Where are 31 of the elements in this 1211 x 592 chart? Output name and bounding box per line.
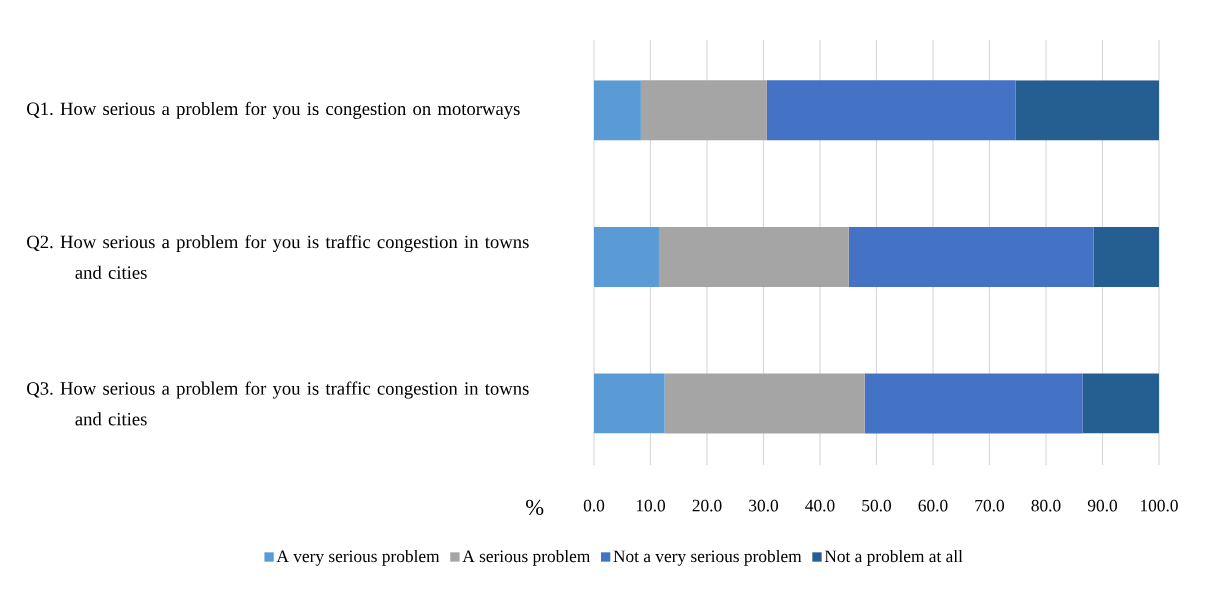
x-tick-label: 10.0: [636, 499, 666, 512]
x-tick-label: 80.0: [1031, 499, 1061, 512]
x-tick-label: 30.0: [749, 499, 779, 512]
bar: [766, 80, 1016, 141]
x-tick-label: 50.0: [862, 499, 891, 512]
bar: [594, 80, 641, 141]
bar: [664, 373, 865, 434]
legend-label: A serious problem: [462, 549, 591, 566]
x-tick-label: 60.0: [918, 499, 948, 512]
bar: [1015, 80, 1159, 141]
x-tick-label: 100.0: [1141, 499, 1178, 512]
legend-label: Not a problem at all: [824, 549, 963, 566]
x-tick-label: 20.0: [692, 499, 722, 512]
x-axis-title: %: [526, 499, 544, 516]
legend-label: Not a very serious problem: [613, 549, 802, 566]
y-tick-label: Q1. How serious a problem for you is congestion on motorways: [27, 101, 520, 119]
bar: [594, 226, 659, 287]
y-tick-label: Q2. How serious a problem for you is traffic congestion in towns and cities: [27, 234, 529, 279]
legend-label: A very serious problem: [276, 549, 440, 566]
x-tick-label: 90.0: [1087, 499, 1117, 512]
bar: [1093, 226, 1159, 287]
bar: [864, 373, 1083, 434]
x-tick-label: 40.0: [805, 499, 835, 512]
bar: [658, 226, 849, 287]
bar: [848, 226, 1094, 287]
y-tick-label: Q3. How serious a problem for you is traffic congestion in towns and cities: [27, 381, 529, 426]
bar: [594, 373, 665, 434]
bar: [640, 80, 767, 141]
x-tick-label: 70.0: [975, 499, 1004, 512]
bar: [1082, 373, 1159, 434]
x-tick-label: 0.0: [583, 499, 605, 512]
